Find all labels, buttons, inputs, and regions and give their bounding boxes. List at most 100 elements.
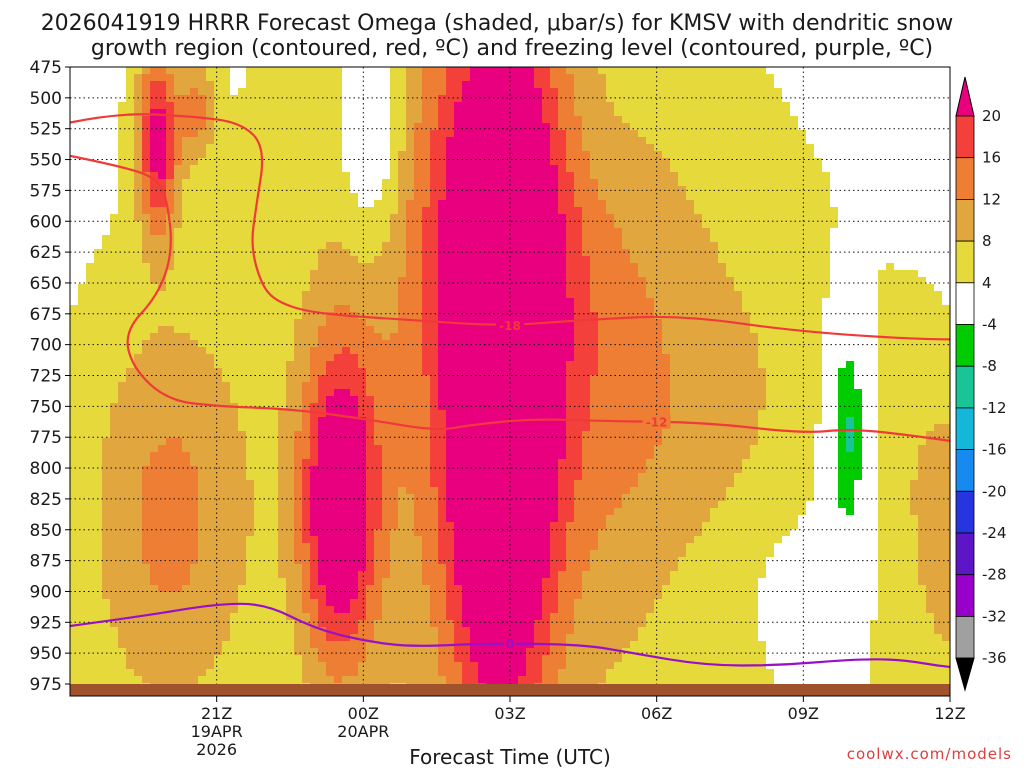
- omega-cell: [390, 655, 399, 663]
- omega-cell: [334, 368, 343, 376]
- omega-cell: [390, 620, 399, 628]
- omega-cell: [262, 669, 271, 677]
- omega-cell: [406, 396, 415, 404]
- omega-cell: [94, 536, 103, 544]
- omega-cell: [302, 375, 311, 383]
- omega-cell: [70, 312, 79, 320]
- omega-cell: [110, 599, 119, 607]
- omega-cell: [238, 641, 247, 649]
- omega-cell: [166, 620, 175, 628]
- omega-cell: [270, 326, 279, 334]
- omega-cell: [454, 347, 463, 355]
- omega-cell: [406, 508, 415, 516]
- omega-cell: [286, 74, 295, 82]
- omega-cell: [462, 585, 471, 593]
- omega-cell: [302, 403, 311, 411]
- omega-cell: [342, 256, 351, 264]
- omega-cell: [214, 298, 223, 306]
- omega-cell: [150, 207, 159, 215]
- omega-cell: [78, 571, 87, 579]
- omega-cell: [166, 683, 175, 684]
- omega-cell: [110, 522, 119, 530]
- omega-cell: [126, 508, 135, 516]
- omega-cell: [350, 431, 359, 439]
- omega-cell: [110, 137, 119, 145]
- omega-cell: [390, 193, 399, 201]
- omega-cell: [486, 564, 495, 572]
- omega-cell: [94, 137, 103, 145]
- omega-cell: [342, 417, 351, 425]
- omega-cell: [462, 375, 471, 383]
- omega-cell: [454, 445, 463, 453]
- omega-cell: [382, 585, 391, 593]
- omega-cell: [470, 158, 479, 166]
- omega-cell: [310, 256, 319, 264]
- omega-cell: [142, 228, 151, 236]
- omega-cell: [518, 109, 527, 117]
- omega-cell: [350, 179, 359, 187]
- omega-cell: [294, 270, 303, 278]
- omega-cell: [102, 200, 111, 208]
- omega-cell: [438, 529, 447, 537]
- omega-cell: [350, 137, 359, 145]
- omega-cell: [134, 571, 143, 579]
- omega-cell: [334, 256, 343, 264]
- omega-cell: [342, 67, 351, 75]
- omega-cell: [238, 361, 247, 369]
- omega-cell: [262, 81, 271, 89]
- omega-cell: [422, 473, 431, 481]
- omega-cell: [286, 165, 295, 173]
- omega-cell: [470, 578, 479, 586]
- omega-cell: [470, 438, 479, 446]
- omega-cell: [206, 193, 215, 201]
- omega-cell: [414, 620, 423, 628]
- omega-cell: [350, 277, 359, 285]
- omega-cell: [430, 403, 439, 411]
- omega-cell: [318, 389, 327, 397]
- omega-cell: [86, 340, 95, 348]
- omega-cell: [190, 144, 199, 152]
- omega-cell: [430, 95, 439, 103]
- omega-cell: [206, 151, 215, 159]
- omega-cell: [190, 249, 199, 257]
- omega-cell: [142, 102, 151, 110]
- omega-cell: [206, 473, 215, 481]
- omega-cell: [494, 74, 503, 82]
- omega-cell: [334, 480, 343, 488]
- omega-cell: [134, 123, 143, 131]
- omega-cell: [374, 74, 383, 82]
- omega-cell: [350, 620, 359, 628]
- omega-cell: [366, 480, 375, 488]
- omega-cell: [78, 424, 87, 432]
- omega-cell: [414, 396, 423, 404]
- omega-cell: [326, 445, 335, 453]
- omega-cell: [246, 277, 255, 285]
- omega-cell: [182, 522, 191, 530]
- omega-cell: [350, 452, 359, 460]
- omega-cell: [86, 74, 95, 82]
- omega-cell: [286, 522, 295, 530]
- omega-cell: [86, 480, 95, 488]
- omega-cell: [126, 270, 135, 278]
- omega-cell: [126, 599, 135, 607]
- omega-cell: [438, 81, 447, 89]
- omega-cell: [182, 473, 191, 481]
- omega-cell: [390, 354, 399, 362]
- omega-cell: [270, 235, 279, 243]
- omega-cell: [86, 130, 95, 138]
- omega-cell: [326, 676, 335, 684]
- omega-cell: [334, 270, 343, 278]
- omega-cell: [206, 270, 215, 278]
- omega-cell: [286, 529, 295, 537]
- omega-cell: [118, 347, 127, 355]
- omega-cell: [238, 221, 247, 229]
- omega-cell: [78, 151, 87, 159]
- omega-cell: [230, 74, 239, 82]
- omega-cell: [318, 319, 327, 327]
- omega-cell: [286, 319, 295, 327]
- omega-cell: [142, 354, 151, 362]
- omega-cell: [302, 235, 311, 243]
- omega-cell: [366, 95, 375, 103]
- omega-cell: [214, 613, 223, 621]
- omega-cell: [454, 81, 463, 89]
